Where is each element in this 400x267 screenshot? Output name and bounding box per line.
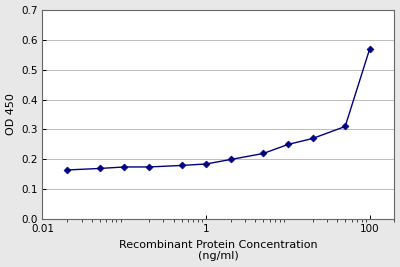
Y-axis label: OD 450: OD 450 [6, 93, 16, 135]
X-axis label: Recombinant Protein Concentration
(ng/ml): Recombinant Protein Concentration (ng/ml… [119, 240, 318, 261]
